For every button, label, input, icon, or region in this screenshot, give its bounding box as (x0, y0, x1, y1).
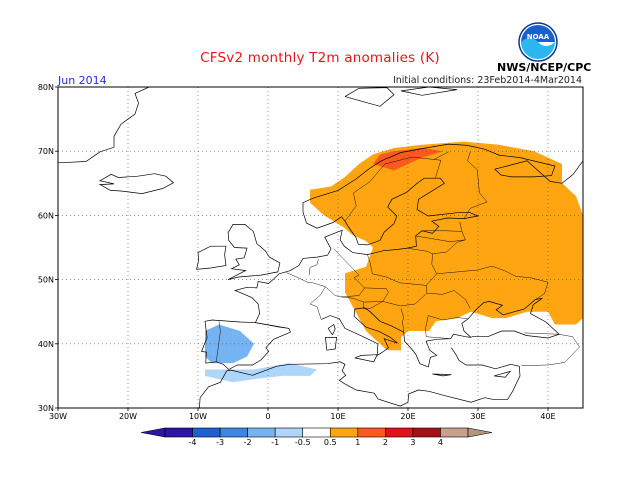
colorbar-level-label: 2 (383, 438, 388, 447)
colorbar-level-label: -3 (216, 438, 224, 447)
country-border (436, 265, 549, 300)
coastline-path (325, 337, 337, 351)
colorbar-segment (192, 427, 221, 438)
coastline-path (400, 87, 458, 96)
coastline-path (58, 87, 153, 164)
coastline-path (432, 373, 452, 377)
country-border (325, 248, 365, 298)
coastline-path (196, 245, 227, 270)
country-border (521, 332, 580, 366)
lat-tick-label: 70N (38, 147, 54, 156)
country-border (309, 259, 319, 276)
lat-tick-label: 50N (38, 276, 54, 285)
country-border (215, 321, 221, 362)
noaa-logo: NOAA (518, 22, 558, 62)
colorbar-legend: -4 -3 -2 -1 -0.5 0.5 1 2 3 4 (140, 427, 493, 447)
lon-tick-label: 10W (189, 412, 207, 421)
colorbar-segment (247, 427, 276, 438)
country-border (255, 322, 290, 329)
colorbar-segment (357, 427, 386, 438)
country-border (286, 272, 326, 320)
colorbar-level-label: -2 (244, 438, 252, 447)
country-border (344, 151, 449, 222)
logo-text: NOAA (527, 33, 550, 41)
coastline-path (354, 354, 378, 363)
coastline-path (302, 143, 583, 229)
lon-tick-label: 30E (470, 412, 485, 421)
lat-tick-label: 30N (38, 404, 54, 413)
country-border (422, 230, 462, 232)
coastline-path (98, 173, 175, 194)
country-border (382, 285, 428, 307)
country-border (426, 290, 471, 309)
lon-tick-label: 30W (49, 412, 67, 421)
colorbar-segment (164, 427, 193, 438)
lat-tick-label: 60N (38, 211, 54, 220)
colorbar-level-label: -4 (189, 438, 197, 447)
graticule (58, 87, 583, 408)
coastline-path (227, 224, 281, 280)
coastline-path (199, 361, 508, 408)
lat-tick-label: 80N (38, 83, 54, 92)
lon-tick-label: 40E (540, 412, 555, 421)
colorbar-level-label: -1 (271, 438, 279, 447)
colorbar-level-label: 3 (410, 438, 415, 447)
coastline-path (344, 87, 395, 107)
lon-tick-label: 0 (265, 412, 270, 421)
anomaly-shading (205, 141, 583, 383)
colorbar-segment (274, 427, 304, 438)
coastline-path (494, 370, 512, 378)
colorbar-segment (302, 427, 331, 438)
lat-tick-label: 40N (38, 340, 54, 349)
country-border (362, 301, 383, 309)
axis-ticks: 30W 20W 10W 0 10E 20E 30E 40E 30N 40N 50N 60N 70N 80N (38, 83, 556, 421)
warm-anomaly-region (310, 141, 583, 351)
colorbar-extend-right (467, 427, 493, 438)
country-border (415, 235, 466, 242)
colorbar-segment (219, 427, 248, 438)
coastlines (58, 87, 640, 408)
country-border (425, 315, 451, 339)
coastline-path (321, 297, 560, 368)
colorbar-segment (385, 427, 414, 438)
colorbar-level-label: 1 (355, 438, 360, 447)
map-title: CFSv2 monthly T2m anomalies (K) (200, 50, 440, 66)
country-border (400, 308, 405, 333)
forecast-month: Jun 2014 (58, 74, 107, 87)
country-border (433, 159, 442, 179)
lon-tick-label: 20E (400, 412, 415, 421)
colorbar-extend-left (140, 427, 166, 438)
coastline-path (327, 323, 336, 335)
map-frame (57, 86, 584, 409)
colorbar-segment (329, 427, 359, 438)
country-border (428, 315, 469, 321)
colorbar-level-label: 4 (438, 438, 443, 447)
colorbar-segment (412, 427, 441, 438)
colorbar-segment (440, 427, 469, 438)
country-border (432, 221, 466, 255)
lon-tick-label: 20W (119, 412, 137, 421)
lon-tick-label: 10E (330, 412, 345, 421)
cool-anomaly-north-africa (205, 363, 317, 383)
coastline-path (451, 347, 521, 400)
initial-conditions: Initial conditions: 23Feb2014-4Mar2014 (392, 75, 582, 86)
country-border (463, 151, 488, 219)
coastline-path (625, 106, 640, 145)
agency-name: NWS/NCEP/CPC (497, 61, 592, 74)
colorbar-level-label: -0.5 (295, 438, 311, 447)
colorbar-level-label: 0.5 (324, 438, 337, 447)
